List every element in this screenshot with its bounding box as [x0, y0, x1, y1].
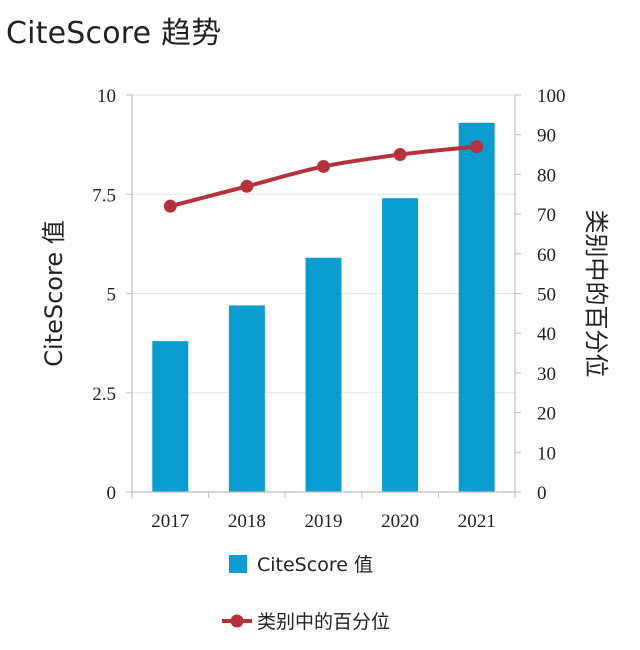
legend: CiteScore 值 类别中的百分位	[222, 554, 390, 633]
page-title: CiteScore 趋势	[6, 16, 222, 51]
legend-line-marker	[230, 614, 244, 628]
bar-2021	[458, 122, 495, 492]
bar-series	[152, 122, 495, 492]
line-series	[163, 140, 484, 213]
y-right-tick-label: 100	[537, 86, 566, 107]
y-left-tick-label: 5	[107, 285, 117, 306]
legend-bar-swatch	[229, 555, 247, 573]
x-tick-label: 2019	[305, 511, 343, 532]
y-right-tick-label: 80	[537, 165, 556, 186]
axes	[126, 94, 521, 498]
y-right-tick-label: 30	[537, 364, 556, 385]
x-tick-label: 2020	[381, 511, 419, 532]
bar-2017	[152, 341, 189, 492]
y-right-tick-label: 50	[537, 285, 556, 306]
y-left-tick-label: 7.5	[92, 185, 116, 206]
line-point-2017	[163, 199, 177, 213]
line-point-2019	[317, 159, 330, 173]
bar-2019	[305, 257, 342, 492]
legend-bar-label: CiteScore 值	[257, 554, 373, 576]
y-right-axis-title: 类别中的百分位	[582, 210, 610, 378]
legend-line-label: 类别中的百分位	[257, 611, 390, 633]
y-right-tick-label: 60	[537, 245, 556, 266]
line-point-2018	[240, 179, 254, 193]
y-right-tick-label: 10	[537, 443, 556, 464]
line-point-2020	[393, 148, 407, 162]
bar-2020	[382, 198, 419, 492]
y-right-tick-label: 20	[537, 404, 556, 425]
x-tick-label: 2021	[458, 511, 496, 532]
y-left-tick-label: 0	[107, 483, 117, 504]
x-tick-label: 2017	[151, 511, 189, 532]
y-left-tick-label: 2.5	[92, 384, 116, 405]
y-right-tick-label: 0	[537, 483, 547, 504]
y-right-tick-label: 40	[537, 324, 556, 345]
y-left-axis-title: CiteScore 值	[40, 220, 68, 366]
x-tick-label: 2018	[228, 511, 266, 532]
percentile-line	[168, 144, 479, 209]
bar-2018	[228, 305, 265, 492]
y-right-tick-label: 90	[537, 126, 556, 147]
line-point-2021	[470, 140, 484, 154]
y-right-tick-label: 70	[537, 205, 556, 226]
y-left-tick-label: 10	[97, 86, 116, 107]
